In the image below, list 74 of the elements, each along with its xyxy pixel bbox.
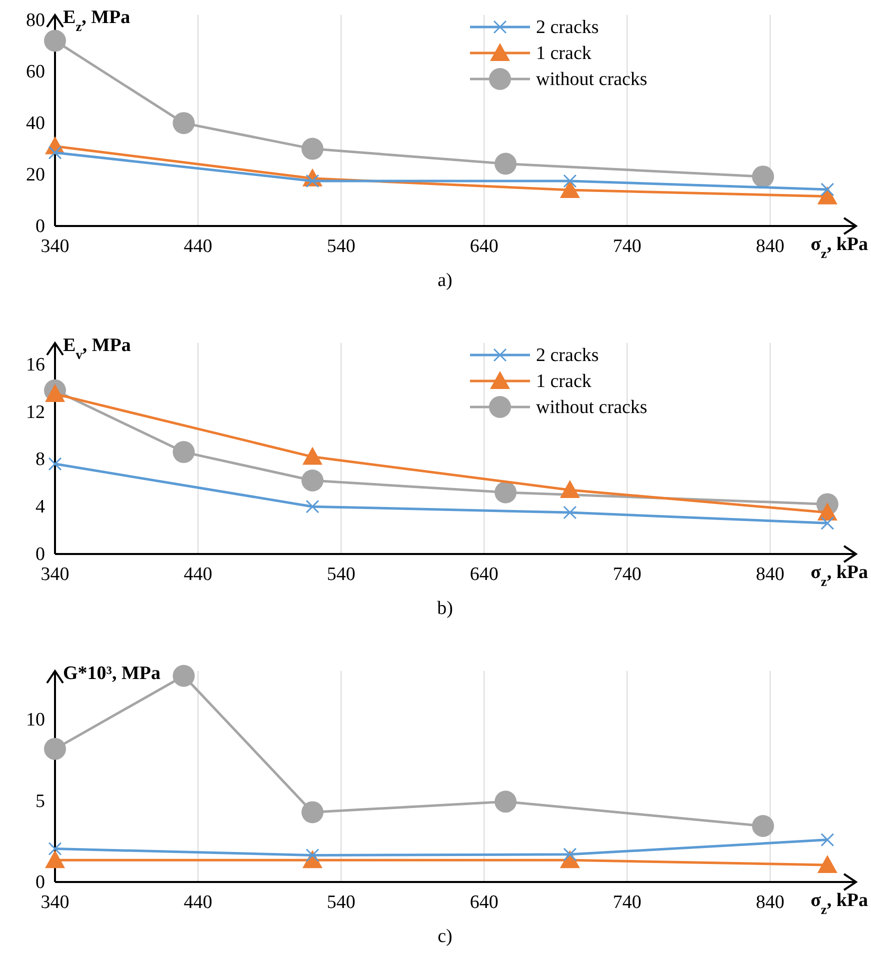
- legend-label: 2 cracks: [536, 345, 599, 366]
- x-tick-label: 540: [326, 892, 356, 913]
- text: c): [438, 926, 452, 947]
- x-tick-label: 740: [612, 892, 642, 913]
- x-tick-label: 340: [40, 236, 70, 257]
- x-tick-label: 340: [40, 564, 70, 585]
- y-tick-label: 0: [36, 544, 45, 565]
- x-axis-title: σ$_{z}$, kPa: [810, 562, 868, 588]
- legend-label: without cracks: [536, 397, 648, 418]
- point: [563, 174, 577, 188]
- point: [44, 738, 66, 760]
- point: [817, 502, 838, 521]
- point: [48, 842, 62, 856]
- x-tick-label: 540: [326, 236, 356, 257]
- y-tick-label: 40: [26, 113, 45, 134]
- point: [560, 480, 580, 498]
- point: [820, 833, 834, 847]
- point: [302, 446, 322, 465]
- text: a): [438, 270, 452, 291]
- y-tick-label: 0: [36, 216, 45, 237]
- y-tick-label: 5: [36, 790, 45, 812]
- legend-label: 1 crack: [536, 371, 592, 392]
- point: [48, 146, 62, 160]
- text: b): [437, 598, 453, 619]
- point: [494, 790, 517, 813]
- x-tick-label: 640: [470, 236, 498, 257]
- x-tick-label: 740: [612, 236, 642, 257]
- point: [172, 112, 195, 134]
- point: [44, 30, 66, 52]
- point: [301, 470, 324, 492]
- x-tick-label: 340: [40, 892, 70, 913]
- point: [172, 441, 195, 464]
- x-tick-label: 640: [470, 892, 498, 913]
- x-tick-label: 740: [612, 564, 642, 585]
- point: [563, 506, 577, 520]
- x-axis-title: σ$_{z}$, kPa: [810, 234, 868, 260]
- y-axis-title: E$_{v}$, MPa: [63, 335, 132, 362]
- y-tick-label: 80: [26, 10, 45, 32]
- point: [820, 516, 834, 530]
- point: [306, 500, 320, 514]
- legend-label: 2 cracks: [536, 17, 599, 38]
- point: [752, 815, 774, 838]
- x-tick-label: 440: [184, 236, 212, 257]
- point: [45, 850, 65, 868]
- point: [494, 152, 517, 175]
- x-tick-label: 440: [184, 892, 212, 913]
- y-tick-label: 20: [26, 164, 45, 186]
- point: [817, 186, 838, 204]
- x-tick-label: 440: [184, 564, 212, 585]
- point: [301, 138, 324, 160]
- y-axis-title: G*10³, MPa: [63, 663, 162, 684]
- x-tick-label: 840: [756, 236, 784, 257]
- y-tick-label: 0: [36, 872, 45, 893]
- x-tick-label: 840: [756, 564, 784, 585]
- x-tick-label: 840: [756, 892, 784, 913]
- y-axis-title: E$_{z}$, MPa: [63, 7, 131, 34]
- point: [45, 384, 65, 402]
- x-tick-label: 540: [326, 564, 356, 585]
- point: [301, 801, 324, 824]
- x-tick-label: 640: [470, 564, 498, 585]
- x-axis-title: σ$_{z}$, kPa: [810, 890, 868, 916]
- legend-label: 1 crack: [536, 43, 592, 64]
- point: [48, 457, 62, 471]
- legend-label: without cracks: [536, 69, 648, 90]
- y-tick-label: 10: [26, 710, 45, 731]
- y-tick-label: 16: [26, 354, 45, 376]
- point: [817, 854, 838, 873]
- point: [752, 166, 774, 188]
- y-tick-label: 4: [36, 496, 46, 518]
- y-tick-label: 60: [26, 62, 45, 83]
- y-tick-label: 8: [36, 449, 45, 470]
- point: [494, 481, 517, 504]
- point: [172, 664, 195, 687]
- y-tick-label: 12: [26, 402, 45, 423]
